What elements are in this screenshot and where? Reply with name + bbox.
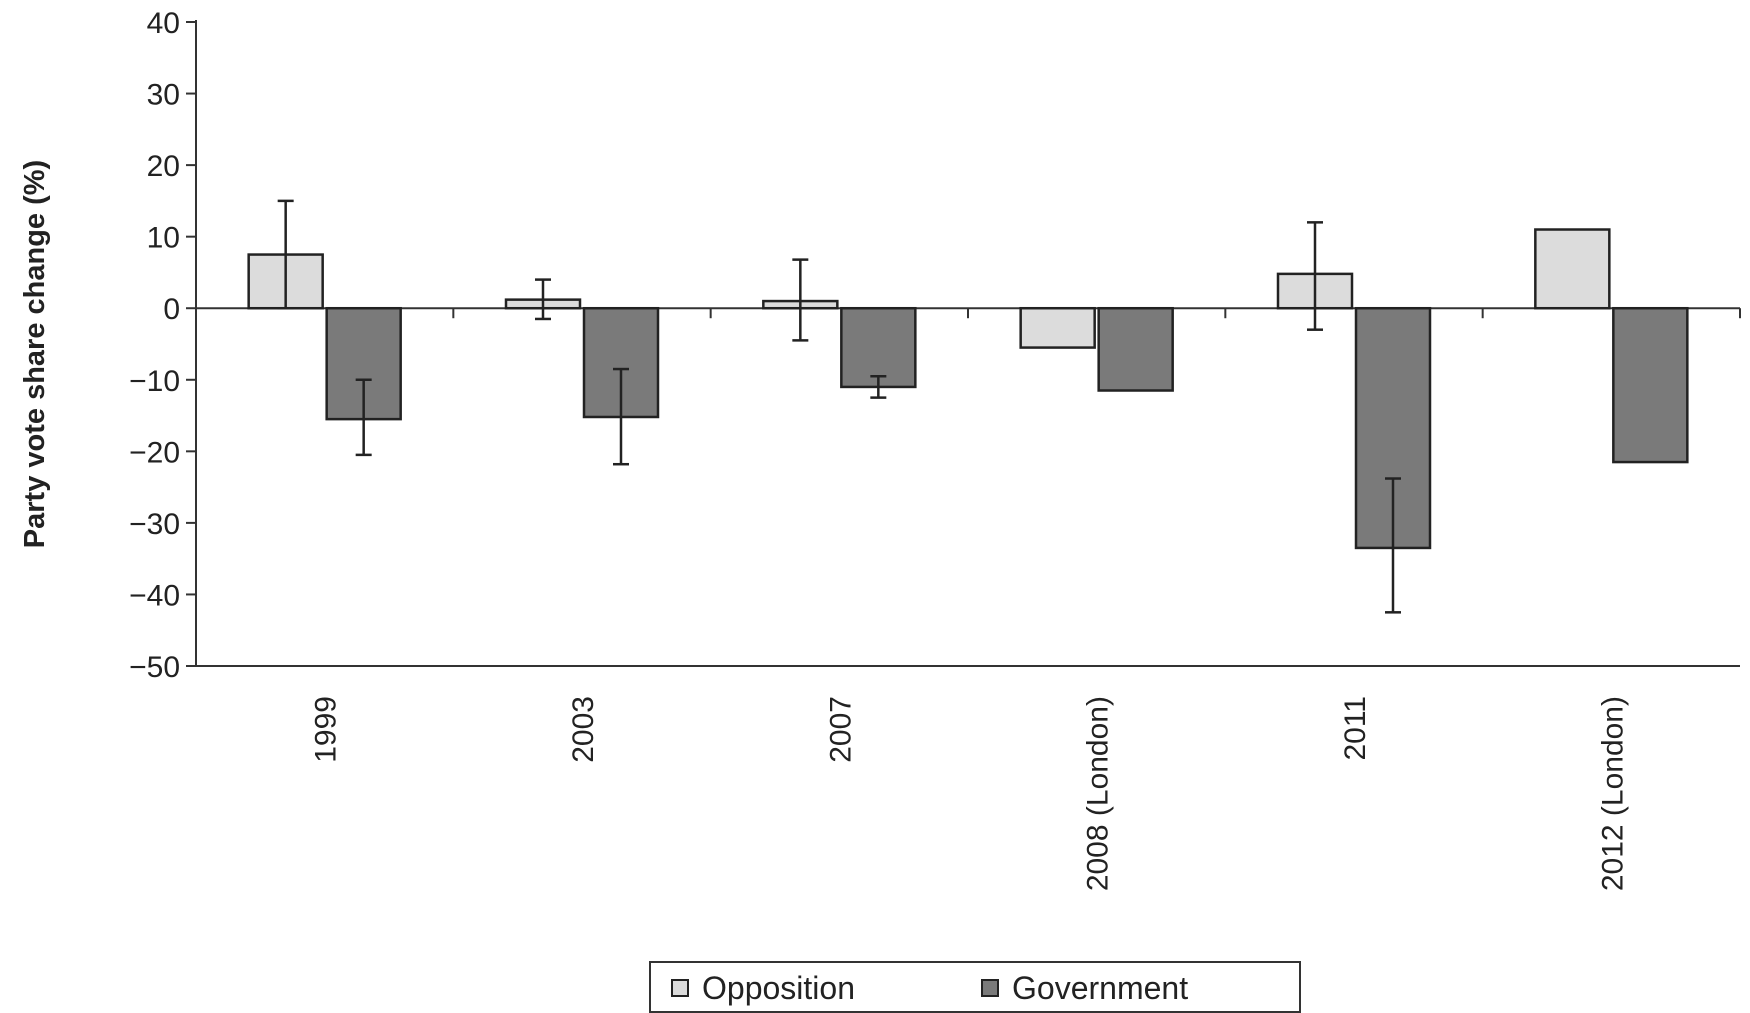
legend-box xyxy=(649,961,1301,1013)
error-bar-government-4 xyxy=(1385,477,1401,614)
y-tick-label: 0 xyxy=(163,293,180,326)
y-tick-label: −20 xyxy=(129,436,180,469)
legend-label-opposition: Opposition xyxy=(702,970,855,1006)
error-bar-opposition-1 xyxy=(535,278,551,321)
error-bar-opposition-0 xyxy=(277,199,294,310)
bars xyxy=(247,228,1689,550)
y-tick-label: −10 xyxy=(129,365,180,398)
category-labels: 1999 2003 2007 2008 (London) 2011 2012 (Londo… xyxy=(310,696,1630,891)
x-category-label: 1999 xyxy=(310,696,343,763)
y-tick-label: 20 xyxy=(147,150,180,183)
bar-government-2012-london xyxy=(1612,306,1689,464)
error-bar-government-2 xyxy=(870,374,887,399)
y-axis-title: Party vote share change (%) xyxy=(19,160,51,548)
x-category-label: 2008 (London) xyxy=(1082,696,1115,891)
x-axis xyxy=(195,307,1741,667)
legend-label-government: Government xyxy=(1012,970,1188,1006)
y-tick-label: 40 xyxy=(147,7,180,40)
legend-swatch-government xyxy=(981,979,999,997)
x-category-label: 2012 (London) xyxy=(1596,696,1629,891)
error-bar-government-0 xyxy=(355,378,372,457)
y-tick-label: −30 xyxy=(129,508,180,541)
error-bar-opposition-4 xyxy=(1307,221,1323,331)
bar-opposition-2008-london xyxy=(1019,306,1096,349)
y-tick-label: 10 xyxy=(147,222,180,255)
legend-swatch-opposition xyxy=(671,979,689,997)
error-bar-government-1 xyxy=(613,367,629,466)
x-category-label: 2007 xyxy=(824,696,857,763)
x-category-label: 2003 xyxy=(567,696,600,763)
y-tick-label: −50 xyxy=(129,651,180,684)
error-bar-opposition-2 xyxy=(792,258,809,342)
y-axis: 40 30 20 10 0 −10 −20 −30 −40 −50 xyxy=(129,7,197,684)
error-bars xyxy=(277,199,1401,614)
legend: Opposition Government xyxy=(649,961,1301,1013)
bar-opposition-2012-london xyxy=(1534,228,1611,310)
bar-government-2008-london xyxy=(1097,306,1174,392)
y-tick-label: 30 xyxy=(147,79,180,112)
x-category-label: 2011 xyxy=(1339,696,1372,761)
y-tick-label: −40 xyxy=(129,579,180,612)
